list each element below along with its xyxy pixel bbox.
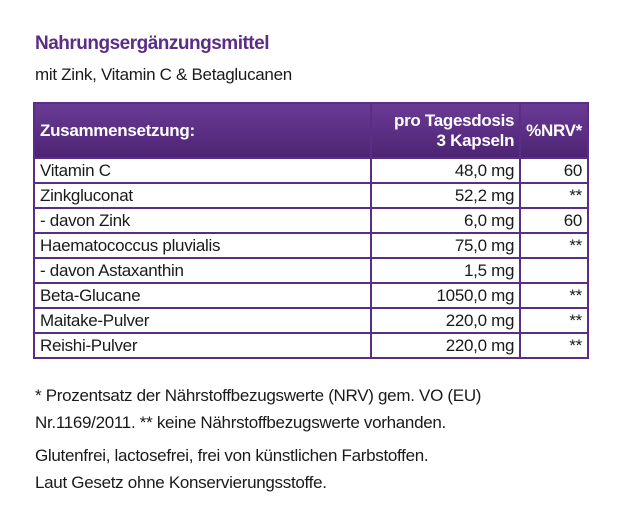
title: Nahrungsergänzungsmittel — [35, 33, 269, 54]
table-cell: - davon Astaxanthin — [32, 257, 373, 284]
table-cell: ** — [519, 232, 589, 259]
table-cell: Vitamin C — [32, 157, 373, 184]
table-cell: 60 — [519, 157, 589, 184]
table-cell: ** — [519, 182, 589, 209]
table-cell: 1,5 mg — [370, 257, 522, 284]
table-row: Maitake-Pulver 220,0 mg ** — [32, 307, 589, 334]
footnote: Nr.1169/2011. ** keine Nährstoffbezugswe… — [35, 413, 446, 432]
table-cell — [519, 257, 589, 284]
table-cell: Haematococcus pluvialis — [32, 232, 373, 259]
table-cell: 1050,0 mg — [370, 282, 522, 309]
table-row: - davon Zink 6,0 mg 60 — [32, 207, 589, 234]
table-row: Haematococcus pluvialis 75,0 mg ** — [32, 232, 589, 259]
table-cell: 52,2 mg — [370, 182, 522, 209]
table-cell: Zinkgluconat — [32, 182, 373, 209]
table-cell: ** — [519, 282, 589, 309]
table-cell: 60 — [519, 207, 589, 234]
table-body: Vitamin C 48,0 mg 60 Zinkgluconat 52,2 mg ** -… — [32, 157, 589, 359]
header-cell: pro Tagesdosis 3 Kapseln — [370, 102, 522, 159]
table-row: Reishi-Pulver 220,0 mg ** — [32, 332, 589, 359]
table-cell: 6,0 mg — [370, 207, 522, 234]
header-line: 3 Kapseln — [436, 130, 515, 150]
footnote: * Prozentsatz der Nährstoffbezugswerte (… — [35, 386, 482, 405]
table-cell: Reishi-Pulver — [32, 332, 373, 359]
footnote: Glutenfrei, lactosefrei, frei von künstl… — [35, 446, 429, 465]
header-cell: Zusammensetzung: — [32, 102, 373, 159]
table-row: Beta-Glucane 1050,0 mg ** — [32, 282, 589, 309]
subtitle: mit Zink, Vitamin C & Betaglucanen — [35, 65, 292, 84]
table-cell: 48,0 mg — [370, 157, 522, 184]
table-cell: 220,0 mg — [370, 332, 522, 359]
header-line: pro Tagesdosis — [393, 110, 515, 130]
table-cell: - davon Zink — [32, 207, 373, 234]
header-cell: %NRV* — [519, 102, 589, 159]
table-row: - davon Astaxanthin 1,5 mg — [32, 257, 589, 284]
table-cell: ** — [519, 332, 589, 359]
header-row: Zusammensetzung: pro Tagesdosis 3 Kapseln… — [32, 102, 589, 159]
table-row: Zinkgluconat 52,2 mg ** — [32, 182, 589, 209]
table-cell: Beta-Glucane — [32, 282, 373, 309]
footnote: Laut Gesetz ohne Konservierungsstoffe. — [35, 473, 327, 492]
table-cell: ** — [519, 307, 589, 334]
table-cell: 75,0 mg — [370, 232, 522, 259]
nutrition-table: Zusammensetzung: pro Tagesdosis 3 Kapseln… — [32, 102, 589, 359]
table-cell: Maitake-Pulver — [32, 307, 373, 334]
table-row: Vitamin C 48,0 mg 60 — [32, 157, 589, 184]
table-cell: 220,0 mg — [370, 307, 522, 334]
